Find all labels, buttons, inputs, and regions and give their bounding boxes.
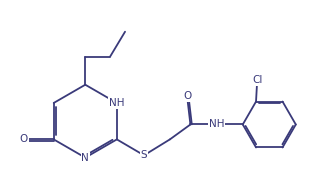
Text: NH: NH xyxy=(209,120,224,129)
Text: O: O xyxy=(20,134,28,144)
Text: O: O xyxy=(183,91,191,101)
Text: Cl: Cl xyxy=(253,75,263,85)
Text: NH: NH xyxy=(109,98,125,108)
Text: N: N xyxy=(81,153,89,163)
Text: S: S xyxy=(141,150,147,160)
